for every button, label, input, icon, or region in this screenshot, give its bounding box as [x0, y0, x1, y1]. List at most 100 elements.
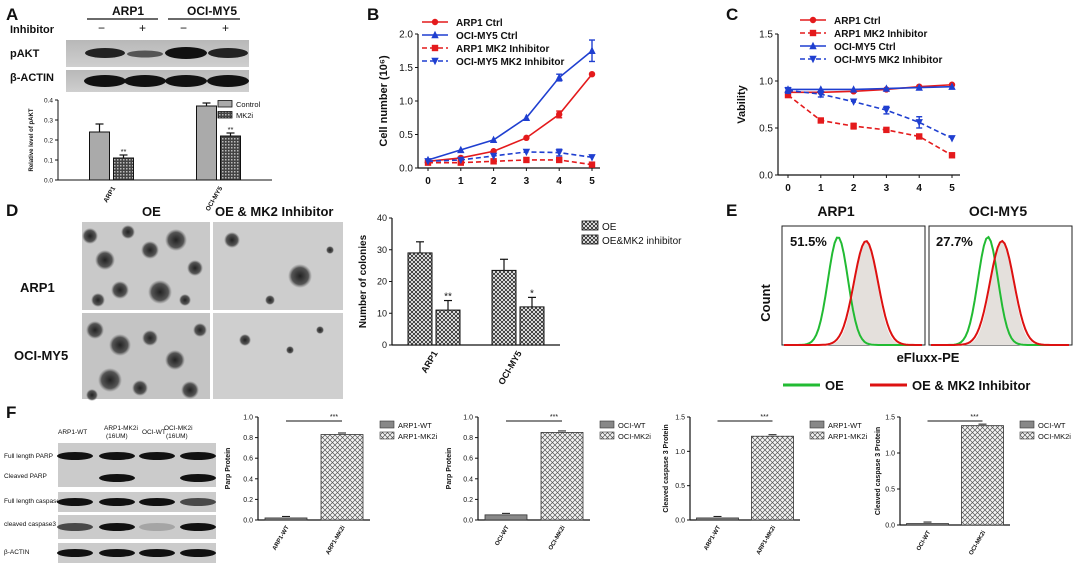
legend-label: OCI-MY5 MK2 Inhibitor	[834, 55, 942, 66]
flow-percent: 27.7%	[936, 234, 973, 249]
x-tick-label: 2	[851, 183, 857, 194]
y-tick-label: 0.4	[463, 476, 473, 483]
x-tick-label: OCI-MK2i	[969, 530, 988, 557]
marker-square	[784, 91, 792, 99]
colony	[121, 225, 135, 239]
y-tick-label: 0.2	[463, 497, 473, 504]
y-axis-label: Parp Protein	[446, 448, 453, 490]
marker-triangle	[809, 41, 817, 50]
marker-square	[490, 158, 497, 165]
panel-letter-c: C	[726, 5, 738, 24]
legend-swatch	[1019, 420, 1035, 429]
flow-xlabel: eFluxx-PE	[897, 350, 960, 365]
marker-square	[817, 117, 824, 124]
blot-band	[124, 75, 166, 87]
significance-label: *	[530, 288, 534, 299]
panel-f-blot: ARP1-WT ARP1-MK2i (16UM) OCI-WT OCI-MK2i(…	[4, 425, 216, 563]
blot-band	[180, 498, 216, 506]
x-tick-label: ARP1	[419, 349, 440, 375]
blot-band	[57, 523, 93, 531]
colony	[165, 350, 185, 370]
marker-triangle-down	[555, 149, 563, 157]
colony	[111, 281, 129, 299]
legend-label: ARP1 Ctrl	[456, 18, 503, 29]
y-tick-label: 0.5	[399, 130, 413, 141]
marker-triangle	[849, 85, 858, 93]
colony	[148, 280, 172, 304]
marker-triangle-down	[424, 158, 432, 166]
marker-triangle-down	[809, 55, 817, 64]
marker-circle	[431, 18, 439, 26]
y-tick-label: 0.8	[243, 435, 253, 442]
colony	[193, 323, 207, 337]
y-tick-label: 1.0	[243, 414, 253, 421]
legend-label: OCI-MY5 MK2 Inhibitor	[456, 57, 564, 68]
blot-strip	[58, 492, 216, 512]
blot-band	[99, 498, 135, 506]
legend-label: ARP1-WT	[828, 421, 862, 430]
inhibitor-mark: −	[98, 21, 105, 35]
significance-label: ***	[970, 414, 978, 421]
marker-triangle-down	[489, 152, 498, 161]
legend-label: OE&MK2 inhibitor	[602, 236, 682, 247]
y-tick-label: 20	[377, 277, 387, 287]
x-tick-label: 4	[556, 176, 562, 187]
x-tick-label: 1	[458, 176, 464, 187]
series-line	[428, 159, 593, 166]
y-tick-label: 1.5	[759, 30, 773, 41]
significance-label: **	[228, 125, 234, 134]
marker-triangle-down	[817, 90, 825, 99]
blot-band	[180, 549, 216, 557]
x-tick-label: 5	[949, 183, 955, 194]
blot-band	[57, 452, 93, 460]
legend-label: OCI-MK2i	[618, 432, 651, 441]
inhibitor-mark: +	[222, 21, 229, 35]
y-tick-label: 10	[377, 308, 387, 318]
bar	[519, 306, 545, 346]
blot-row-label: β-ACTIN	[4, 549, 30, 556]
marker-square	[523, 156, 530, 164]
legend-swatch	[217, 111, 233, 119]
y-tick-label: 0.1	[44, 157, 53, 164]
series-line	[788, 85, 953, 91]
colony	[165, 229, 187, 251]
colony	[98, 368, 122, 392]
legend-swatch	[217, 100, 233, 108]
legend-swatch	[809, 420, 825, 429]
marker-triangle	[489, 135, 498, 144]
legend-label: ARP1 MK2 Inhibitor	[834, 29, 927, 40]
marker-triangle	[457, 145, 465, 154]
marker-triangle	[948, 82, 956, 90]
blot-row-label: cleaved caspase3	[4, 521, 56, 528]
y-tick-label: 0.0	[463, 517, 473, 524]
panel-letter-a: A	[6, 5, 18, 24]
marker-square	[556, 156, 563, 164]
colony-cluster	[82, 225, 334, 401]
lane-label-line: (16UM)	[166, 433, 188, 440]
marker-triangle	[915, 83, 923, 91]
blot-band	[207, 75, 249, 87]
legend-swatch	[1019, 431, 1035, 440]
y-tick-label: 0	[382, 340, 387, 350]
inhibitor-mark: −	[180, 21, 187, 35]
colony	[181, 381, 199, 399]
blot-band	[99, 523, 135, 531]
significance-label: ***	[760, 414, 768, 421]
flow-curve-mk2	[784, 240, 922, 346]
x-tick-label: OCI-WT	[916, 530, 932, 552]
x-tick-label: OCI-WT	[495, 525, 511, 547]
marker-triangle-down	[915, 119, 923, 127]
significance-label: ***	[330, 414, 338, 421]
blot-band	[139, 523, 175, 531]
panel-d-images: OE OE & MK2 Inhibitor ARP1 OCI-MY5	[14, 204, 343, 401]
colony	[326, 246, 334, 254]
y-tick-label: 0.5	[885, 486, 895, 493]
legend-label: OCI-MK2i	[1038, 432, 1071, 441]
series-line	[788, 83, 953, 94]
marker-square	[916, 133, 923, 140]
legend-label: MK2i	[236, 111, 253, 120]
colony	[179, 294, 191, 306]
series-line	[427, 50, 593, 161]
legend-swatch	[581, 234, 599, 245]
panel-f1-chart: 0.0 0.2 0.4 0.6 0.8 1.0 Parp Protein ARP1-WT ARP…	[225, 414, 438, 556]
